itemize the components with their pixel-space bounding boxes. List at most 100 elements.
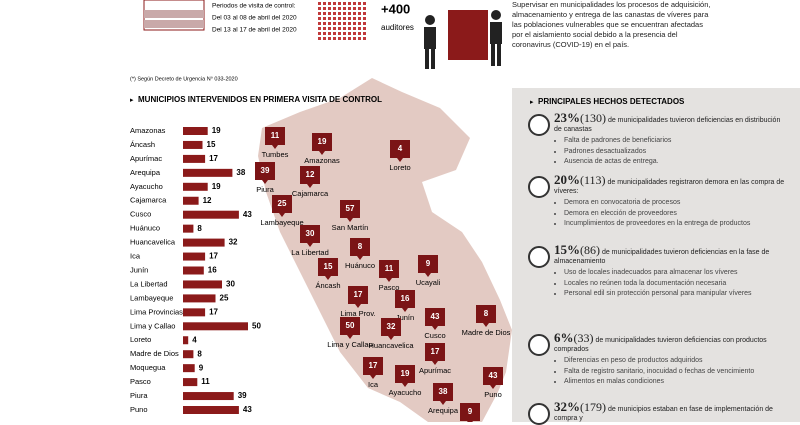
value-label: 17 — [209, 307, 218, 316]
bar — [183, 364, 195, 373]
category-label: Moquegua — [130, 363, 166, 372]
map-marker — [272, 195, 292, 213]
finding-bullet: Ausencia de actas de entrega. — [564, 158, 790, 167]
bar — [183, 224, 194, 233]
dot — [358, 17, 361, 20]
dot — [318, 32, 321, 35]
map-marker — [348, 286, 368, 304]
marker-value: 15 — [324, 262, 333, 271]
marker-value: 32 — [387, 322, 396, 331]
period: Del 03 al 08 de abril del 2020 — [212, 15, 297, 22]
auditor-dots — [318, 2, 366, 40]
value-label: 15 — [207, 140, 216, 149]
value-label: 9 — [199, 363, 204, 372]
dot — [363, 27, 366, 30]
marker-label: Ucayali — [416, 278, 441, 287]
dot — [358, 22, 361, 25]
marker-value: 9 — [468, 407, 473, 416]
dot — [343, 22, 346, 25]
map-marker — [418, 255, 438, 273]
bar — [183, 140, 203, 149]
dot — [323, 27, 326, 30]
finding-pct: 23% — [554, 110, 580, 125]
dot — [333, 7, 336, 10]
dot — [348, 17, 351, 20]
value-label: 19 — [212, 126, 221, 135]
category-label: Amazonas — [130, 126, 166, 135]
dot — [328, 32, 331, 35]
dot — [333, 22, 336, 25]
value-label: 4 — [192, 335, 197, 344]
dot — [318, 12, 321, 15]
dot — [333, 27, 336, 30]
marker-label: Amazonas — [304, 156, 340, 165]
dot — [323, 22, 326, 25]
bar — [183, 308, 206, 317]
bar — [183, 378, 198, 387]
marker-label: Huánuco — [345, 261, 375, 270]
finding-text: de municipalidades tuvieron deficiencias… — [554, 249, 770, 265]
marker-pointer — [397, 158, 403, 162]
findings-panel — [512, 88, 800, 422]
bar — [183, 322, 248, 331]
dot — [353, 2, 356, 5]
finding-icon — [528, 114, 550, 136]
value-label: 39 — [238, 391, 247, 400]
value-label: 30 — [226, 280, 235, 289]
bar — [183, 406, 239, 414]
findings-title: PRINCIPALES HECHOS DETECTADOS — [538, 97, 685, 106]
bar — [183, 238, 225, 247]
value-label: 43 — [243, 210, 252, 219]
dot — [338, 2, 341, 5]
dot — [328, 7, 331, 10]
finding-bullets: Uso de locales inadecuados para almacena… — [554, 269, 790, 299]
dot — [363, 2, 366, 5]
finding-bullet: Demora en elección de proveedores — [564, 210, 790, 219]
dot — [338, 22, 341, 25]
marker-pointer — [388, 336, 394, 340]
dot — [353, 7, 356, 10]
map-marker — [265, 127, 285, 145]
marker-pointer — [402, 383, 408, 387]
dot — [358, 27, 361, 30]
dot — [333, 32, 336, 35]
finding-pct: 32% — [554, 399, 580, 414]
category-label: Lima Provincias — [130, 307, 183, 316]
finding-bullets: Diferencias en peso de productos adquiri… — [554, 357, 790, 387]
dot — [328, 12, 331, 15]
dot — [353, 32, 356, 35]
marker-pointer — [279, 213, 285, 217]
category-label: Lima y Callao — [130, 321, 175, 330]
dot — [323, 32, 326, 35]
value-label: 50 — [252, 321, 261, 330]
map-marker — [425, 308, 445, 326]
marker-label: Huancavelica — [368, 341, 414, 350]
finding-body: 23%(130) de municipalidades tuvieron def… — [554, 111, 790, 167]
marker-pointer — [490, 385, 496, 389]
dot — [348, 37, 351, 40]
dot — [358, 32, 361, 35]
marker-label: Junín — [396, 313, 414, 322]
category-label: Lambayeque — [130, 293, 173, 302]
value-label: 8 — [197, 224, 202, 233]
value-label: 38 — [236, 168, 245, 177]
auditors: +400 — [381, 1, 410, 16]
dot — [323, 17, 326, 20]
marker-pointer — [272, 145, 278, 149]
marker-label: Lambayeque — [260, 218, 303, 227]
marker-value: 8 — [358, 242, 363, 251]
marker-pointer — [347, 218, 353, 222]
period: Del 13 al 17 de abril del 2020 — [212, 27, 297, 34]
finding: 15%(86) de municipalidades tuvieron defi… — [528, 243, 790, 301]
people-icon — [424, 10, 502, 69]
marker-value: 43 — [489, 371, 498, 380]
category-label: Apurímac — [130, 154, 162, 163]
marker-label: Loreto — [389, 163, 410, 172]
map-marker — [395, 365, 415, 383]
marker-label: Cajamarca — [292, 189, 329, 198]
category-label: Huancavelica — [130, 238, 176, 247]
value-label: 12 — [203, 196, 212, 205]
value-label: 25 — [220, 294, 229, 303]
marker-value: 11 — [385, 264, 394, 273]
marker-pointer — [432, 326, 438, 330]
